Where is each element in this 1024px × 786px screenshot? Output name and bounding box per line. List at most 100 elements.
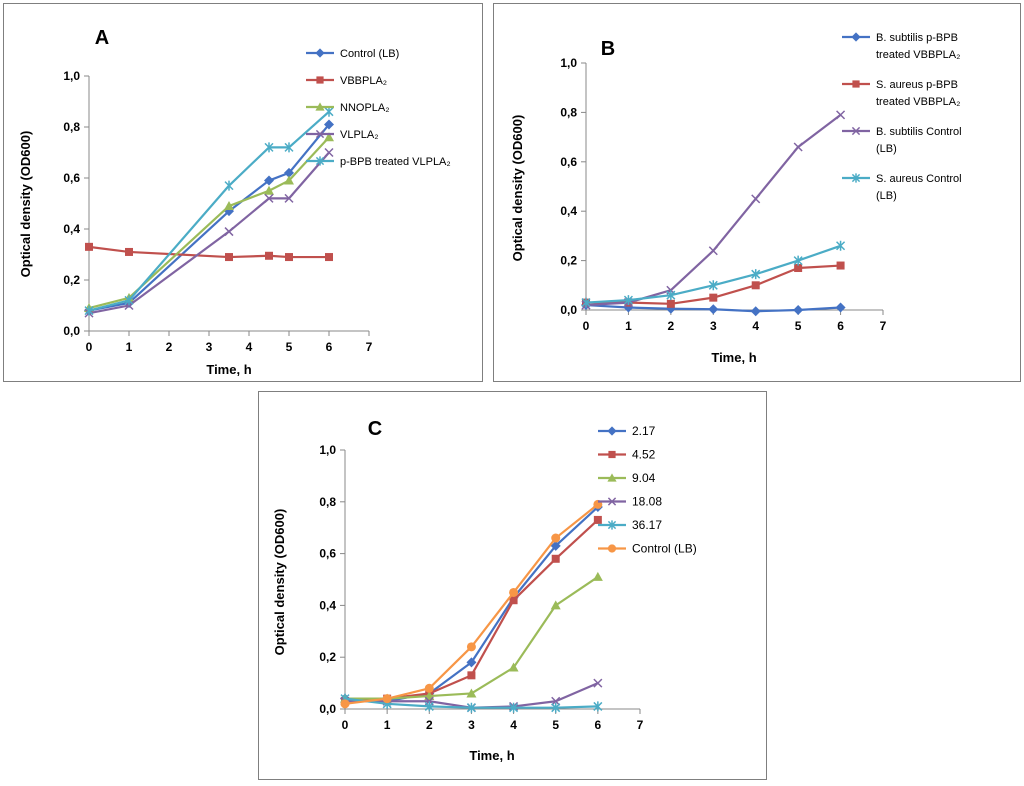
x-tick-label-b: 7 xyxy=(880,319,887,333)
legend-a: Control (LB) VBBPLA₂ NNOPLA₂ VLPLA₂ p-BPB tr… xyxy=(306,48,451,168)
x-axis-title-c: Time, h xyxy=(469,748,514,763)
y-tick-label-a: 0,8 xyxy=(63,120,80,134)
data-point-c-2 xyxy=(551,554,560,563)
panel-letter-b: B xyxy=(601,38,615,60)
legend-label-a: Control (LB) xyxy=(340,48,399,60)
data-point-c-5 xyxy=(509,702,519,713)
chart-panel-c: C 0 1 2 3 4 5 6 7 0,0 0,2 0,4 0,6 0,8 1,0 Time, h Optica… xyxy=(258,391,767,780)
data-point-b-1 xyxy=(708,304,719,315)
y-tick-label-c: 0,6 xyxy=(319,547,336,561)
data-point-a-2 xyxy=(125,247,133,256)
legend-label-a: VBBPLA₂ xyxy=(340,75,387,87)
legend-label-b: B. subtilis p-BPB xyxy=(876,32,958,44)
series-a-3 xyxy=(84,132,334,313)
y-tick-label-b: 1,0 xyxy=(560,56,577,70)
y-tick-label-b: 0,6 xyxy=(560,155,577,169)
data-point-c-5 xyxy=(424,701,434,712)
legend-label-b: S. aureus Control xyxy=(876,173,962,185)
legend-marker-a xyxy=(315,102,325,111)
x-tick-label-b: 6 xyxy=(837,319,844,333)
x-tick-label-a: 5 xyxy=(286,340,293,354)
series-line-a-2 xyxy=(88,245,329,259)
data-point-b-3 xyxy=(708,246,718,256)
data-point-a-2 xyxy=(285,253,293,262)
x-axis-title-a: Time, h xyxy=(206,362,251,377)
data-point-b-3 xyxy=(836,110,846,120)
x-tick-label-a: 3 xyxy=(206,340,213,354)
legend-marker-c xyxy=(607,497,617,506)
data-point-a-3 xyxy=(324,132,334,142)
data-point-c-5 xyxy=(466,702,476,713)
y-tick-label-c: 1,0 xyxy=(319,443,336,457)
series-a-5 xyxy=(84,106,334,316)
data-point-c-3 xyxy=(592,571,603,581)
data-point-b-4 xyxy=(623,295,633,306)
legend-label-b: treated VBBPLA₂ xyxy=(876,49,960,61)
data-point-b-2 xyxy=(836,261,845,270)
series-a-1 xyxy=(84,119,334,316)
series-line-a-3 xyxy=(88,136,330,310)
data-point-a-2 xyxy=(85,242,93,251)
legend-c: 2.17 4.52 9.04 18.08 36.17 Control (LB) xyxy=(598,424,697,556)
legend-b: B. subtilis p-BPB treated VBBPLA₂ S. aureu… xyxy=(842,32,962,202)
chart-b-svg: B 0 1 2 3 4 5 6 7 0,0 0,2 0,4 0,6 0,8 1,0 Time, h Optica… xyxy=(510,32,962,365)
data-point-a-1 xyxy=(264,175,274,186)
legend-marker-b xyxy=(851,32,861,42)
data-point-c-6 xyxy=(424,683,434,693)
legend-label-c: 9.04 xyxy=(632,471,656,485)
legend-label-c: 36.17 xyxy=(632,518,662,532)
x-axis-title-b: Time, h xyxy=(711,350,756,365)
data-point-c-3 xyxy=(508,662,519,672)
data-point-b-2 xyxy=(794,264,803,273)
x-tick-label-c: 3 xyxy=(468,718,475,732)
x-tick-label-c: 0 xyxy=(342,718,349,732)
data-point-a-4 xyxy=(324,147,334,158)
data-point-c-1 xyxy=(550,540,561,551)
chart-c-svg: C 0 1 2 3 4 5 6 7 0,0 0,2 0,4 0,6 0,8 1,0 Time, h Optica… xyxy=(272,418,697,763)
legend-marker-a xyxy=(315,129,325,139)
legend-marker-c xyxy=(607,426,617,436)
legend-label-a: NNOPLA₂ xyxy=(340,102,390,114)
y-tick-label-c: 0,8 xyxy=(319,495,336,509)
data-point-c-6 xyxy=(509,587,519,597)
legend-marker-b xyxy=(851,173,861,183)
y-tick-label-b: 0,4 xyxy=(560,204,577,218)
data-point-b-4 xyxy=(708,280,718,291)
legend-label-c: 18.08 xyxy=(632,495,662,509)
data-point-c-6 xyxy=(466,642,476,652)
data-point-c-5 xyxy=(551,702,561,713)
y-axis-title-b: Optical density (OD600) xyxy=(510,115,525,262)
x-tick-label-b: 1 xyxy=(625,319,632,333)
x-tick-label-a: 6 xyxy=(326,340,333,354)
data-point-b-2 xyxy=(751,281,760,290)
legend-marker-a xyxy=(316,76,324,84)
data-point-c-6 xyxy=(340,699,350,709)
y-tick-label-a: 0,6 xyxy=(63,171,80,185)
x-tick-label-a: 2 xyxy=(166,340,173,354)
data-point-c-3 xyxy=(466,688,477,698)
x-tick-label-b: 3 xyxy=(710,319,717,333)
data-point-a-5 xyxy=(124,295,134,306)
data-point-a-4 xyxy=(284,193,294,203)
series-line-c-3 xyxy=(345,575,599,700)
y-tick-label-b: 0,8 xyxy=(560,105,577,119)
data-point-a-3 xyxy=(284,175,294,185)
x-tick-label-b: 5 xyxy=(795,319,802,333)
legend-label-b: (LB) xyxy=(876,143,897,155)
data-point-b-2 xyxy=(709,293,718,302)
data-point-b-1 xyxy=(835,302,846,313)
x-tick-label-c: 6 xyxy=(595,718,602,732)
data-point-c-6 xyxy=(382,694,392,704)
data-point-b-4 xyxy=(666,290,676,301)
data-point-a-2 xyxy=(325,253,333,262)
data-point-b-3 xyxy=(793,142,803,152)
legend-marker-a xyxy=(315,156,325,166)
data-point-a-2 xyxy=(225,253,233,262)
series-line-a-1 xyxy=(88,123,330,312)
y-tick-label-c: 0,2 xyxy=(319,650,336,664)
data-point-a-4 xyxy=(264,193,274,203)
data-point-a-5 xyxy=(84,305,94,316)
y-tick-label-c: 0,4 xyxy=(319,598,336,612)
data-point-a-3 xyxy=(264,185,274,195)
data-point-b-4 xyxy=(751,269,761,280)
